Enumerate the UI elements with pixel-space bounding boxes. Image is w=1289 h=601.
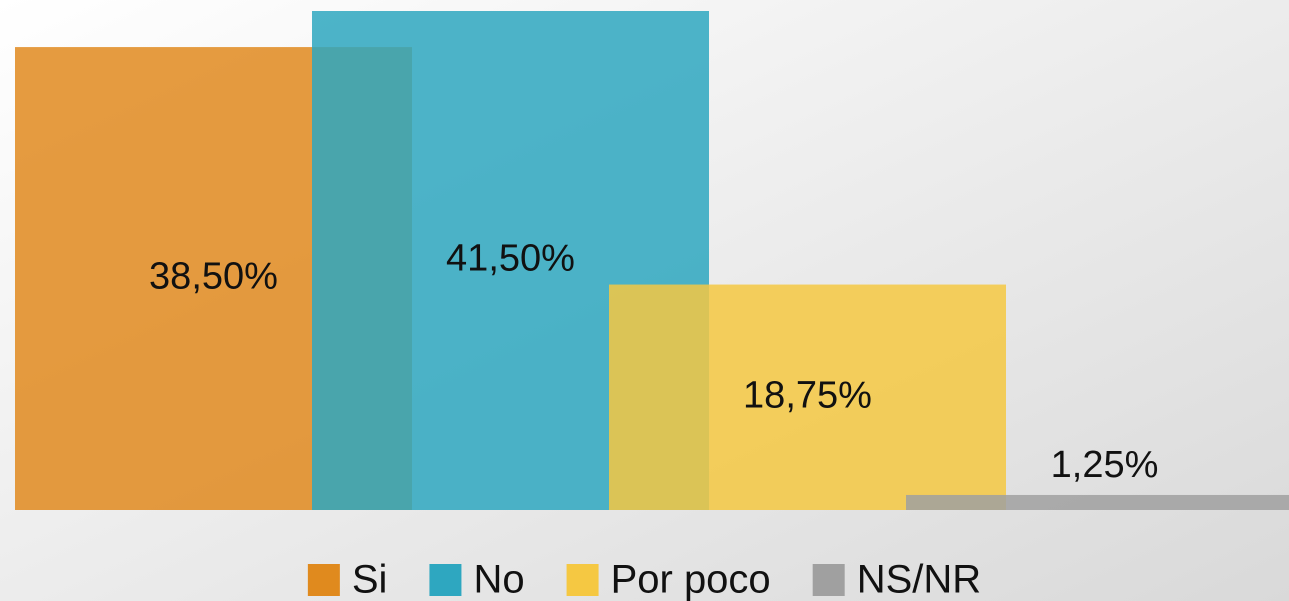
legend-label: NS/NR	[857, 558, 981, 601]
legend-swatch	[566, 564, 599, 596]
bar	[906, 494, 1289, 510]
bars	[15, 11, 1289, 510]
bar	[609, 284, 1006, 510]
legend: Si No Por poco NS/NR	[307, 558, 981, 601]
legend-swatch	[307, 564, 340, 596]
value-label: 18,75%	[743, 374, 872, 416]
legend-label: Por poco	[611, 558, 771, 601]
value-label: 1,25%	[1051, 444, 1159, 486]
legend-swatch	[429, 564, 462, 596]
legend-swatch	[812, 564, 845, 596]
legend-label: Si	[352, 558, 388, 601]
value-label: 41,50%	[446, 238, 575, 280]
value-labels: 38,50% 41,50% 18,75% 1,25%	[149, 238, 1158, 486]
legend-label: No	[473, 558, 524, 601]
value-label: 38,50%	[149, 256, 278, 298]
